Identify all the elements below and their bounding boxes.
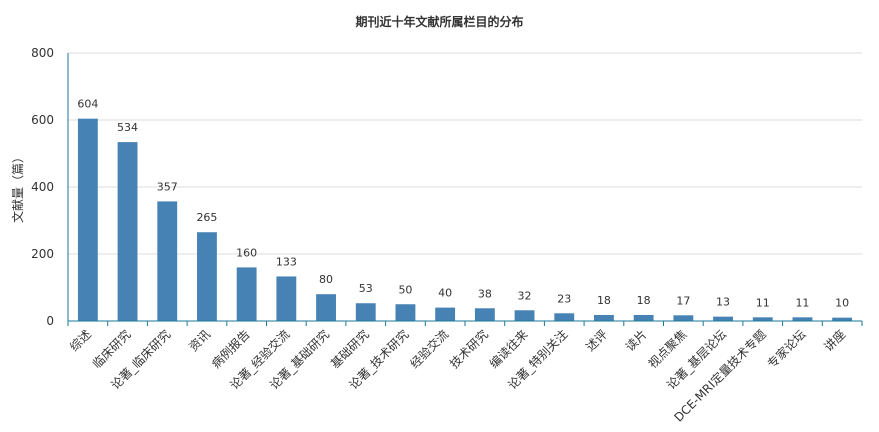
bar	[236, 267, 257, 321]
bar	[117, 142, 138, 321]
data-label: 11	[756, 296, 770, 309]
bar	[633, 314, 654, 321]
x-tick-label: 技术研究	[446, 327, 491, 372]
data-label: 80	[319, 273, 333, 286]
data-label: 604	[77, 98, 98, 111]
data-label: 18	[637, 294, 651, 307]
bar	[157, 201, 178, 321]
bar	[594, 314, 614, 321]
x-tick-label: 专家论坛	[764, 327, 809, 372]
bar	[792, 317, 813, 321]
x-tick-label: 资讯	[186, 327, 213, 354]
chart-title: 期刊近十年文献所属栏目的分布	[355, 14, 523, 29]
bars	[77, 118, 853, 321]
bar	[197, 232, 217, 321]
x-tick-label: 述评	[583, 327, 610, 354]
bar	[713, 316, 733, 321]
bar	[316, 294, 336, 321]
data-label: 10	[835, 297, 849, 310]
data-label: 13	[716, 296, 730, 309]
y-axis-label: 文献量（篇）	[10, 151, 25, 223]
bar	[474, 308, 495, 321]
data-label: 23	[557, 292, 571, 305]
gridlines	[68, 52, 862, 255]
x-tick-label: 读片	[623, 327, 650, 354]
bar	[514, 310, 535, 321]
x-tick-label: 综述	[67, 327, 94, 354]
bar	[77, 118, 98, 321]
data-label: 40	[438, 287, 452, 300]
data-label: 133	[276, 255, 297, 268]
y-tick-label: 600	[31, 113, 54, 127]
y-tick-label: 800	[31, 46, 54, 60]
data-label: 53	[359, 282, 373, 295]
data-label: 38	[478, 287, 492, 300]
data-label: 17	[676, 294, 690, 307]
data-label: 534	[117, 121, 138, 134]
y-tick-label: 200	[31, 247, 54, 261]
data-labels: 604 534 357 265 160 133 80 53 50 40 38 32 23 18 18 17 13…	[77, 98, 849, 310]
bar	[673, 315, 694, 321]
bar	[832, 317, 853, 321]
y-axis-ticks: 0 200 400 600 800	[31, 46, 54, 328]
x-tick-label: 经验交流	[407, 327, 452, 372]
x-tick-label: 讲座	[821, 327, 849, 355]
bar	[752, 317, 773, 321]
axes	[67, 53, 863, 326]
data-label: 265	[196, 211, 217, 224]
data-label: 357	[157, 180, 178, 193]
bar	[435, 307, 456, 321]
data-label: 160	[236, 246, 257, 259]
y-tick-label: 400	[31, 180, 54, 194]
bar	[355, 303, 376, 321]
y-tick-label: 0	[46, 314, 54, 328]
data-label: 11	[795, 296, 809, 309]
data-label: 50	[398, 283, 412, 296]
bar	[276, 276, 297, 321]
data-label: 32	[518, 289, 532, 302]
bar	[395, 304, 416, 321]
data-label: 18	[597, 294, 611, 307]
bar	[554, 313, 575, 321]
